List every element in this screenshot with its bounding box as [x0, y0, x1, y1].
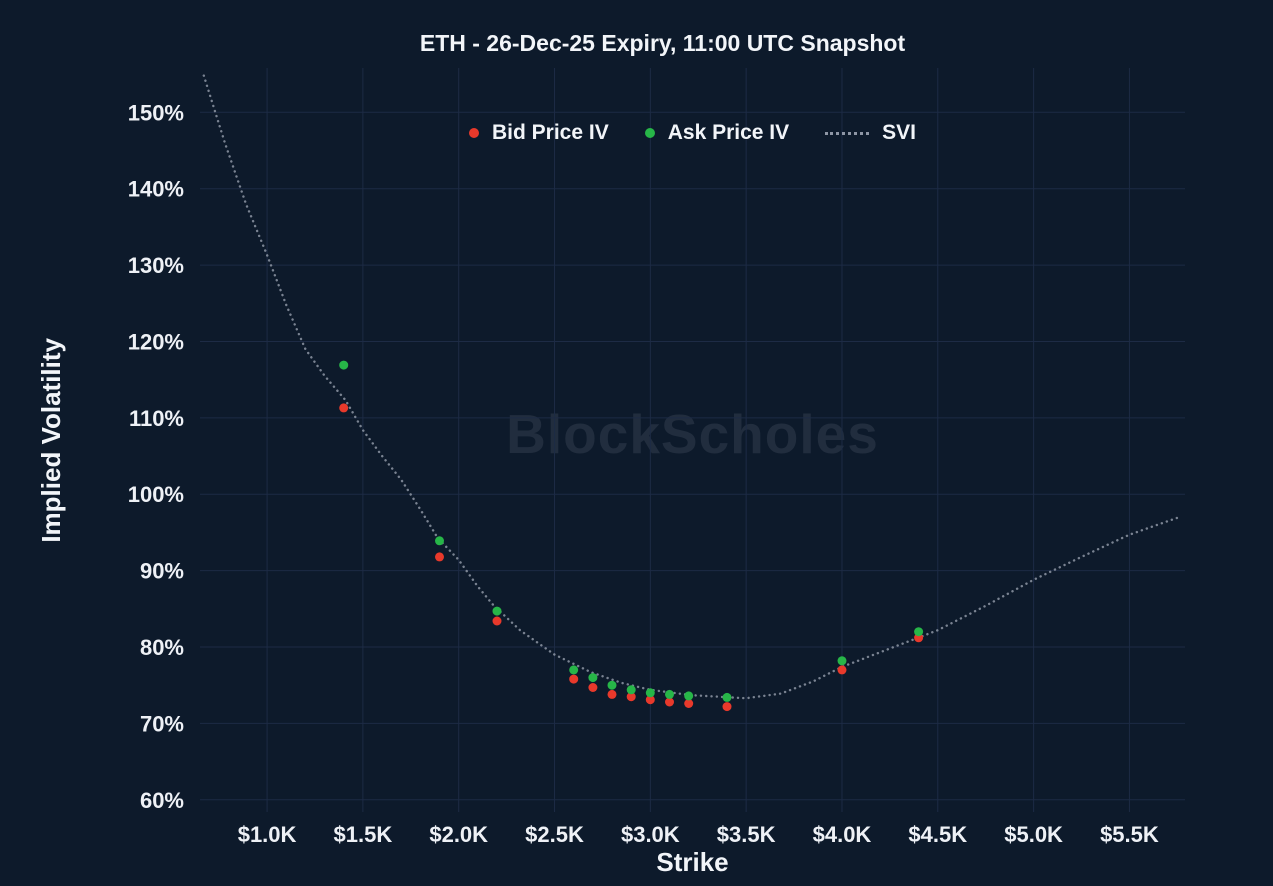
y-tick-label: 70% [140, 711, 184, 736]
ask-data-point[interactable] [435, 536, 444, 546]
y-axis-label-wrap: Implied Volatility [36, 68, 67, 812]
bid-data-point[interactable] [492, 616, 502, 626]
bid-dot-icon [469, 128, 479, 138]
ask-data-point[interactable] [626, 685, 636, 695]
ask-data-point[interactable] [569, 665, 579, 675]
ask-data-point[interactable] [684, 691, 694, 701]
x-tick-label: $5.0K [1004, 822, 1063, 847]
ask-data-point[interactable] [492, 606, 502, 616]
ask-data-point[interactable] [588, 673, 598, 683]
ask-data-point[interactable] [722, 692, 732, 702]
bid-data-point[interactable] [684, 699, 694, 708]
x-tick-label: $2.0K [429, 822, 488, 847]
y-tick-label: 110% [129, 406, 184, 431]
y-tick-label: 90% [140, 559, 184, 584]
bid-points [339, 403, 924, 712]
x-tick-label: $1.0K [238, 822, 297, 847]
ask-data-point[interactable] [665, 689, 674, 699]
bid-data-point[interactable] [588, 683, 598, 692]
y-tick-label: 130% [128, 253, 184, 278]
x-tick-label: $4.0K [813, 822, 872, 847]
y-tick-label: 100% [128, 482, 184, 507]
svi-line-icon [825, 131, 870, 135]
ask-data-point[interactable] [837, 656, 847, 666]
bid-data-point[interactable] [626, 692, 636, 702]
y-tick-label: 120% [128, 329, 184, 354]
axis-tick-labels: $1.0K $1.5K $2.0K $2.5K $3.0K $3.5K $4.0K $4.5K… [128, 100, 1159, 847]
legend-label-bid: Bid Price IV [492, 121, 609, 144]
blockscholes-watermark: BlockScholes [506, 403, 879, 465]
y-tick-label: 140% [128, 177, 184, 202]
y-axis-label: Implied Volatility [36, 337, 66, 543]
bid-data-point[interactable] [607, 689, 617, 699]
bid-data-point[interactable] [645, 695, 655, 705]
ask-data-point[interactable] [339, 360, 349, 370]
bid-data-point[interactable] [569, 674, 579, 684]
x-tick-label: $1.5K [334, 822, 393, 847]
bid-data-point[interactable] [665, 697, 674, 707]
y-tick-label: 80% [140, 635, 184, 660]
x-tick-label: $5.5K [1100, 822, 1159, 847]
x-axis-label: Strike [656, 847, 729, 877]
legend-item-ask[interactable]: Ask Price IV [644, 121, 790, 145]
bid-data-point[interactable] [435, 552, 444, 562]
chart-legend: Bid Price IV Ask Price IV SVI [200, 121, 1185, 145]
ask-dot-icon [644, 128, 655, 138]
chart-title: ETH - 26-Dec-25 Expiry, 11:00 UTC Snapsh… [419, 30, 906, 56]
legend-item-bid[interactable]: Bid Price IV [469, 121, 609, 145]
svi-curve [202, 74, 1181, 700]
grid-lines [200, 68, 1185, 812]
bid-data-point[interactable] [722, 702, 732, 712]
ask-data-point[interactable] [645, 688, 655, 698]
x-tick-label: $3.0K [621, 822, 680, 847]
ask-data-point[interactable] [914, 627, 924, 637]
ask-points [339, 360, 924, 702]
legend-label-ask: Ask Price IV [667, 121, 790, 144]
y-tick-label: 150% [128, 100, 184, 125]
legend-item-svi[interactable]: SVI [825, 121, 916, 145]
x-tick-label: $3.5K [717, 822, 776, 847]
x-tick-label: $4.5K [908, 822, 967, 847]
x-tick-label: $2.5K [525, 822, 584, 847]
bid-data-point[interactable] [837, 665, 847, 675]
y-tick-label: 60% [140, 788, 184, 813]
ask-data-point[interactable] [607, 680, 617, 690]
bid-data-point[interactable] [339, 403, 349, 413]
legend-label-svi: SVI [882, 121, 916, 144]
